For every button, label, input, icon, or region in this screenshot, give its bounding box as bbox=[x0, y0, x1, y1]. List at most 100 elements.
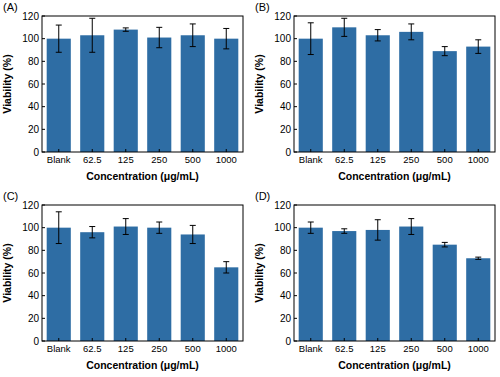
error-bar bbox=[442, 242, 448, 247]
error-bar bbox=[56, 212, 62, 244]
y-tick-label: 60 bbox=[280, 79, 292, 90]
x-tick-label: Blank bbox=[299, 343, 323, 354]
x-tick-label: 250 bbox=[151, 343, 167, 354]
panel-label: (C) bbox=[3, 190, 18, 202]
y-axis-title: Viability (%) bbox=[1, 54, 13, 113]
x-tick-label: 62.5 bbox=[83, 154, 102, 165]
error-bar bbox=[375, 30, 381, 41]
x-axis-title: Concentration (μg/mL) bbox=[338, 170, 451, 182]
error-bar bbox=[123, 219, 129, 235]
x-tick bbox=[58, 338, 59, 341]
bar bbox=[80, 232, 104, 341]
error-bar bbox=[89, 227, 95, 238]
error-bar bbox=[375, 220, 381, 240]
y-tick-label: 20 bbox=[280, 124, 292, 135]
bar bbox=[80, 35, 104, 152]
y-tick-label: 60 bbox=[28, 268, 40, 279]
y-tick-label: 40 bbox=[280, 290, 292, 301]
x-tick bbox=[92, 149, 93, 152]
error-bar bbox=[341, 18, 347, 36]
panel: (B)020406080100120Blank62.51252505001000… bbox=[253, 1, 495, 182]
figure: (A) 0 20 40 60 80 100 120 Blank 62.5 125 250 500 1000… bbox=[0, 0, 500, 377]
x-tick bbox=[125, 338, 126, 341]
y-tick-label: 0 bbox=[33, 147, 39, 158]
x-tick bbox=[478, 149, 479, 152]
x-tick bbox=[344, 149, 345, 152]
x-tick-label: 250 bbox=[403, 343, 419, 354]
x-tick-label: 125 bbox=[370, 154, 386, 165]
x-axis-title: Concentration (μg/mL) bbox=[86, 359, 199, 371]
error-bar bbox=[190, 225, 196, 243]
bar bbox=[299, 39, 323, 152]
error-bar bbox=[341, 229, 347, 234]
x-tick-label: 125 bbox=[370, 343, 386, 354]
x-tick-label: 1000 bbox=[468, 343, 489, 354]
bar bbox=[466, 47, 490, 152]
x-tick-label: Blank bbox=[47, 343, 71, 354]
error-bar bbox=[190, 24, 196, 47]
bar bbox=[433, 245, 457, 341]
y-tick-label: 40 bbox=[280, 101, 292, 112]
x-tick bbox=[125, 149, 126, 152]
bar bbox=[433, 51, 457, 152]
error-bar bbox=[223, 262, 229, 273]
error-bar bbox=[475, 257, 481, 259]
y-tick-label: 80 bbox=[280, 245, 292, 256]
y-tick-label: 20 bbox=[28, 124, 40, 135]
bar bbox=[114, 227, 138, 341]
error-bar bbox=[223, 28, 229, 48]
x-tick bbox=[226, 149, 227, 152]
x-tick bbox=[444, 338, 445, 341]
panel-label: (D) bbox=[255, 190, 270, 202]
bar bbox=[299, 228, 323, 341]
panel: (D)020406080100120Blank62.51252505001000… bbox=[253, 190, 495, 371]
y-tick-label: 60 bbox=[28, 79, 40, 90]
plot-frame bbox=[294, 16, 495, 152]
x-tick-label: 125 bbox=[118, 154, 134, 165]
y-tick-label: 60 bbox=[280, 268, 292, 279]
y-tick-label: 100 bbox=[274, 222, 291, 233]
y-axis-title: Viability (%) bbox=[1, 243, 13, 302]
bar bbox=[366, 230, 390, 341]
x-tick bbox=[159, 149, 160, 152]
error-bar bbox=[442, 47, 448, 56]
plot-frame bbox=[42, 205, 243, 341]
x-tick-label: 500 bbox=[185, 343, 201, 354]
x-tick-label: 62.5 bbox=[335, 154, 354, 165]
error-bar bbox=[89, 18, 95, 52]
plot-frame bbox=[42, 16, 243, 152]
error-bar bbox=[475, 40, 481, 54]
y-tick-label: 80 bbox=[28, 245, 40, 256]
bar bbox=[114, 30, 138, 152]
y-tick-label: 100 bbox=[274, 33, 291, 44]
bar bbox=[47, 228, 71, 341]
x-tick-label: 1000 bbox=[468, 154, 489, 165]
x-tick bbox=[344, 338, 345, 341]
bar bbox=[399, 227, 423, 341]
y-tick-label: 120 bbox=[22, 200, 39, 211]
panel-label: (A) bbox=[3, 1, 18, 13]
x-tick-label: 250 bbox=[403, 154, 419, 165]
bar bbox=[332, 231, 356, 341]
plot-frame bbox=[294, 205, 495, 341]
bar bbox=[366, 35, 390, 152]
x-tick bbox=[478, 338, 479, 341]
y-axis-title: Viability (%) bbox=[253, 243, 265, 302]
x-tick bbox=[192, 338, 193, 341]
y-tick-label: 100 bbox=[22, 222, 39, 233]
x-tick bbox=[377, 338, 378, 341]
y-tick-label: 120 bbox=[274, 11, 291, 22]
y-tick-label: 80 bbox=[280, 56, 292, 67]
x-tick bbox=[192, 149, 193, 152]
bars bbox=[47, 212, 239, 341]
x-tick bbox=[377, 149, 378, 152]
bar bbox=[47, 39, 71, 152]
error-bar bbox=[56, 25, 62, 52]
bar bbox=[147, 38, 171, 152]
x-tick bbox=[159, 338, 160, 341]
bar bbox=[181, 234, 205, 341]
bar bbox=[147, 228, 171, 341]
x-tick-label: 62.5 bbox=[335, 343, 354, 354]
y-tick-label: 20 bbox=[280, 313, 292, 324]
bars bbox=[47, 18, 239, 152]
